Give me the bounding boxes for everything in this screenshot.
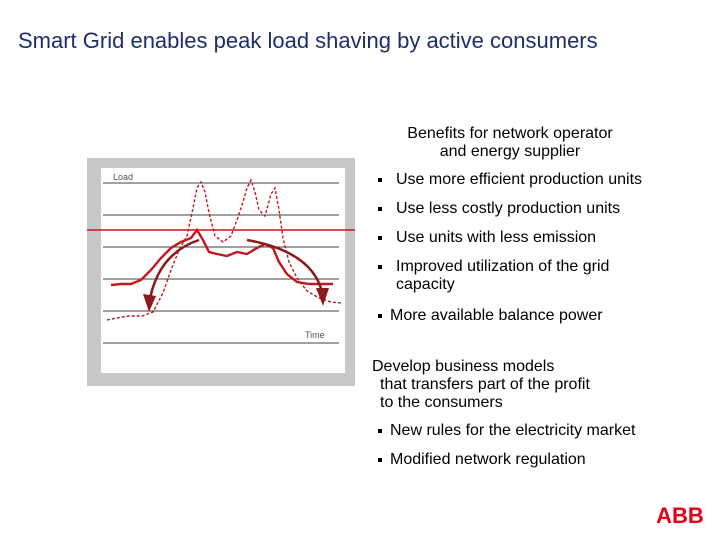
- benefit-item: More available balance power: [378, 307, 678, 325]
- benefit-item: Use less costly production units: [378, 200, 678, 218]
- bullet-icon: [378, 178, 382, 182]
- arrowhead-right-icon: [316, 288, 329, 306]
- business-item: New rules for the electricity market: [378, 422, 688, 440]
- business-item: Modified network regulation: [378, 451, 688, 469]
- slide-title: Smart Grid enables peak load shaving by …: [18, 28, 598, 53]
- abb-logo: ABB: [656, 504, 704, 526]
- x-axis-label: Time: [305, 330, 325, 340]
- shift-arrow-left: [147, 238, 200, 305]
- original-load-curve: [106, 178, 342, 321]
- bullet-icon: [378, 458, 382, 462]
- bullet-icon: [378, 207, 382, 211]
- benefit-item: Use units with less emission: [378, 229, 678, 247]
- y-axis-label: Load: [113, 172, 133, 182]
- load-curve-graphic: Load Time: [87, 168, 355, 373]
- shift-arrow-right: [246, 238, 325, 297]
- arrowhead-left-icon: [143, 294, 156, 312]
- abb-logo-text: ABB: [656, 504, 704, 526]
- benefit-item: Improved utilization of the grid capacit…: [378, 258, 668, 294]
- shaved-load-curve: [110, 227, 333, 287]
- bullet-icon: [378, 265, 382, 269]
- business-heading: Develop business models that transfers p…: [372, 358, 590, 411]
- plot-area: [101, 168, 345, 373]
- benefits-heading: Benefits for network operator and energy…: [407, 125, 613, 160]
- load-curve-illustration: Load Time: [87, 158, 355, 386]
- bullet-icon: [378, 314, 382, 318]
- benefit-item: Use more efficient production units: [378, 171, 678, 189]
- bullet-icon: [378, 236, 382, 240]
- bullet-icon: [378, 429, 382, 433]
